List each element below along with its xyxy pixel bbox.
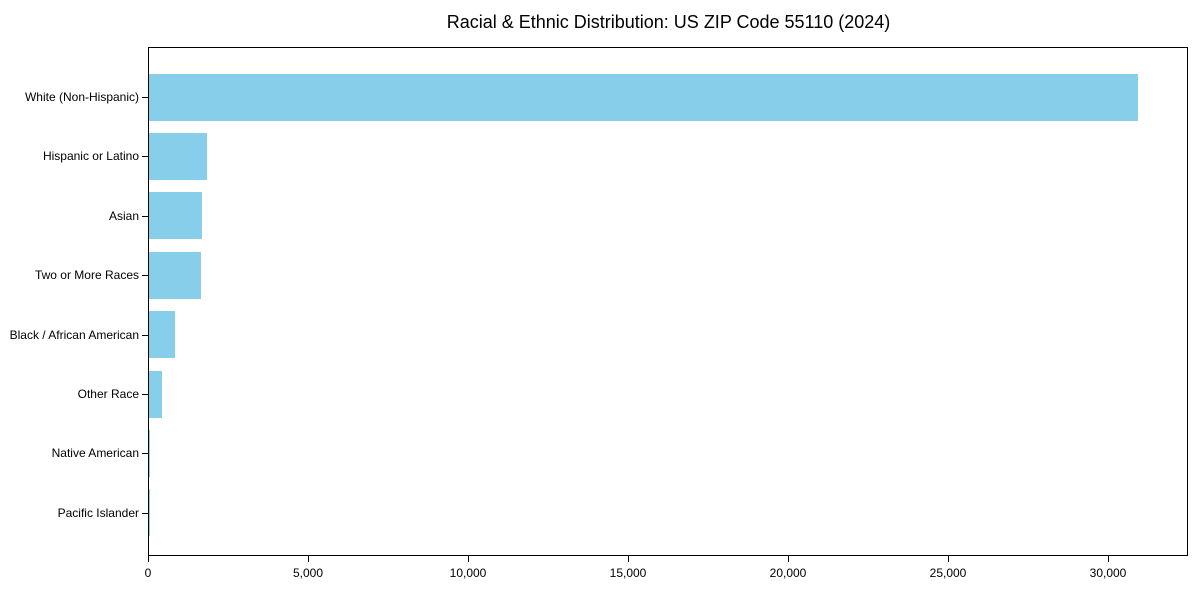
y-tick-label: Native American (51, 446, 139, 461)
x-tick-mark (1108, 556, 1109, 562)
x-tick-label: 0 (144, 566, 152, 580)
y-tick-mark (142, 512, 148, 514)
x-tick-mark (468, 556, 469, 562)
bar (149, 311, 176, 359)
y-tick-label: Two or More Races (34, 268, 139, 283)
x-tick-label: 30,000 (1089, 566, 1127, 580)
bar (149, 132, 207, 180)
y-tick-label: Pacific Islander (57, 505, 139, 520)
bar (149, 370, 163, 418)
x-tick-label: 15,000 (609, 566, 647, 580)
plot-area (148, 47, 1188, 556)
bar (149, 73, 1138, 121)
x-tick-label: 10,000 (449, 566, 487, 580)
bar (149, 192, 202, 240)
y-tick-mark (142, 334, 148, 336)
y-tick-mark (142, 394, 148, 395)
y-tick-label: Asian (108, 208, 139, 223)
x-tick-label: 25,000 (929, 566, 967, 580)
y-tick-mark (142, 156, 148, 158)
y-tick-label: Other Race (77, 387, 139, 401)
x-tick-mark (148, 556, 149, 562)
x-tick-mark (628, 556, 629, 562)
y-tick-mark (142, 275, 148, 277)
y-tick-label: White (Non-Hispanic) (24, 90, 139, 104)
y-tick-label: Hispanic or Latino (42, 149, 139, 164)
x-tick-label: 5,000 (292, 566, 324, 580)
x-tick-label: 20,000 (769, 566, 807, 580)
y-tick-label: Black / African American (9, 327, 139, 342)
bar (149, 429, 150, 477)
chart-title: Racial & Ethnic Distribution: US ZIP Cod… (446, 12, 891, 32)
bar (149, 251, 201, 299)
y-tick-mark (142, 97, 148, 98)
y-tick-mark (142, 215, 148, 217)
x-tick-mark (948, 556, 949, 562)
y-tick-mark (142, 453, 148, 455)
x-tick-mark (788, 556, 789, 562)
x-tick-mark (308, 556, 309, 562)
